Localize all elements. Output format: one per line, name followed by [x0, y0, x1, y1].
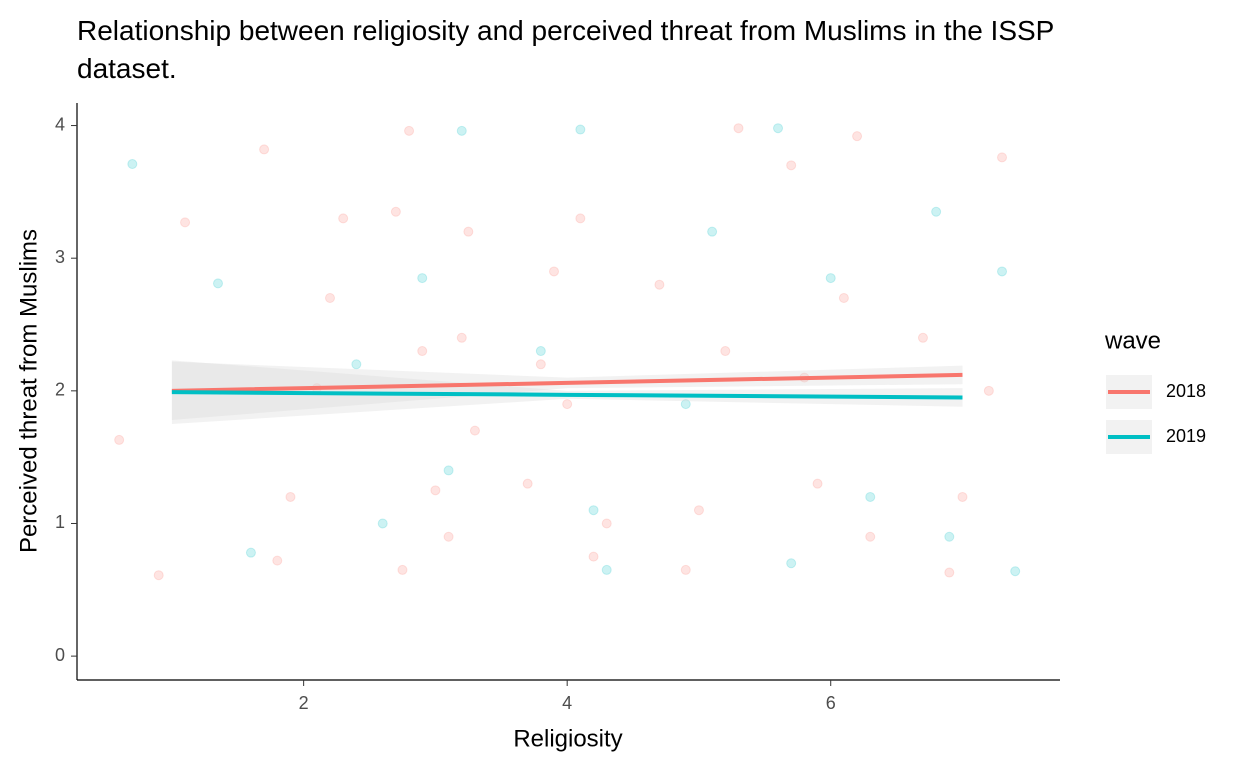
- point: [1010, 566, 1021, 577]
- chart-title: Relationship between religiosity and per…: [77, 15, 1054, 84]
- y-tick-label: 2: [55, 380, 65, 400]
- point: [417, 346, 428, 357]
- point: [773, 123, 784, 134]
- point: [153, 570, 164, 581]
- point: [430, 485, 441, 496]
- point: [456, 332, 467, 343]
- point: [997, 152, 1008, 163]
- point: [588, 551, 599, 562]
- point: [114, 434, 125, 445]
- point: [469, 425, 480, 436]
- point: [456, 125, 467, 136]
- point: [588, 505, 599, 516]
- point: [838, 292, 849, 303]
- fit-line: [171, 390, 963, 400]
- x-tick-label: 4: [562, 693, 572, 713]
- point: [944, 531, 955, 542]
- point: [351, 359, 362, 370]
- legend-label: 2018: [1166, 381, 1206, 401]
- point: [917, 332, 928, 343]
- point: [377, 518, 388, 529]
- point: [931, 206, 942, 217]
- point: [522, 478, 533, 489]
- point: [549, 266, 560, 277]
- point: [245, 547, 256, 558]
- y-axis-label: Perceived threat from Muslims: [15, 229, 42, 553]
- point: [259, 144, 270, 155]
- point: [575, 124, 586, 135]
- point: [535, 346, 546, 357]
- point: [443, 531, 454, 542]
- point: [680, 399, 691, 410]
- x-tick-label: 6: [826, 693, 836, 713]
- point: [654, 279, 665, 290]
- fit-line: [171, 372, 963, 393]
- point: [562, 399, 573, 410]
- point: [463, 226, 474, 237]
- y-tick-label: 4: [55, 114, 65, 134]
- y-tick-label: 1: [55, 512, 65, 532]
- point: [404, 125, 415, 136]
- point: [852, 131, 863, 142]
- point: [983, 385, 994, 396]
- point: [397, 564, 408, 575]
- point: [212, 278, 223, 289]
- point: [707, 226, 718, 237]
- y-tick-label: 0: [55, 645, 65, 665]
- point: [417, 273, 428, 284]
- point: [786, 558, 797, 569]
- point: [443, 465, 454, 476]
- point: [786, 160, 797, 171]
- point: [865, 491, 876, 502]
- point: [944, 567, 955, 578]
- confidence-band: [171, 360, 963, 424]
- confidence-band: [171, 361, 963, 421]
- point: [997, 266, 1008, 277]
- point: [680, 564, 691, 575]
- point: [693, 505, 704, 516]
- point: [865, 531, 876, 542]
- x-axis-label: Religiosity: [513, 725, 622, 752]
- point: [957, 491, 968, 502]
- point: [812, 478, 823, 489]
- point: [127, 159, 138, 170]
- point: [390, 206, 401, 217]
- point: [285, 491, 296, 502]
- point: [535, 359, 546, 370]
- point: [825, 273, 836, 284]
- point: [720, 346, 731, 357]
- point: [324, 292, 335, 303]
- point: [575, 213, 586, 224]
- y-tick-label: 3: [55, 247, 65, 267]
- point: [272, 555, 283, 566]
- point: [601, 518, 612, 529]
- point: [601, 564, 612, 575]
- point: [733, 123, 744, 134]
- point: [338, 213, 349, 224]
- point: [180, 217, 191, 228]
- legend-label: 2019: [1166, 426, 1206, 446]
- legend-title: wave: [1104, 327, 1161, 354]
- x-tick-label: 2: [299, 693, 309, 713]
